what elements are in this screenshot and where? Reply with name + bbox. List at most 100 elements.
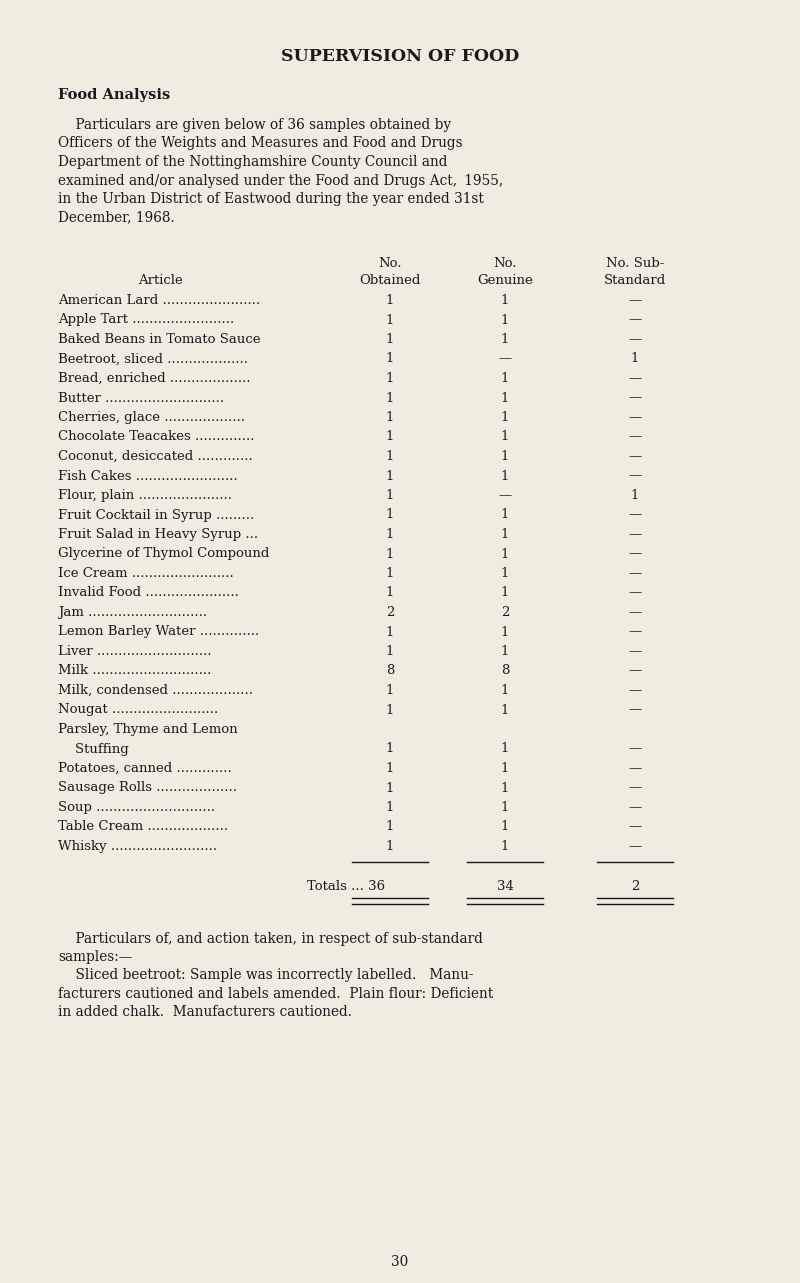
Text: —: —: [628, 743, 642, 756]
Text: 34: 34: [497, 880, 514, 893]
Text: Obtained: Obtained: [359, 275, 421, 287]
Text: 1: 1: [386, 353, 394, 366]
Text: Glycerine of Thymol Compound: Glycerine of Thymol Compound: [58, 548, 270, 561]
Text: Particulars of, and action taken, in respect of sub-standard: Particulars of, and action taken, in res…: [58, 931, 483, 946]
Text: 1: 1: [386, 743, 394, 756]
Text: Butter ............................: Butter ............................: [58, 391, 224, 404]
Text: Sliced beetroot: Sample was incorrectly labelled.   Manu-: Sliced beetroot: Sample was incorrectly …: [58, 969, 474, 983]
Text: —: —: [628, 645, 642, 658]
Text: Article: Article: [138, 275, 182, 287]
Text: Coconut, desiccated .............: Coconut, desiccated .............: [58, 450, 253, 463]
Text: facturers cautioned and labels amended.  Plain flour: Deficient: facturers cautioned and labels amended. …: [58, 987, 494, 1001]
Text: Particulars are given below of 36 samples obtained by: Particulars are given below of 36 sample…: [58, 118, 451, 132]
Text: 1: 1: [501, 411, 509, 423]
Text: —: —: [628, 294, 642, 307]
Text: Fruit Salad in Heavy Syrup ...: Fruit Salad in Heavy Syrup ...: [58, 529, 258, 541]
Text: Table Cream ...................: Table Cream ...................: [58, 821, 228, 834]
Text: 1: 1: [386, 529, 394, 541]
Text: Baked Beans in Tomato Sauce: Baked Beans in Tomato Sauce: [58, 334, 261, 346]
Text: 1: 1: [386, 294, 394, 307]
Text: 1: 1: [386, 431, 394, 444]
Text: —: —: [628, 840, 642, 853]
Text: —: —: [628, 431, 642, 444]
Text: 8: 8: [386, 665, 394, 677]
Text: 1: 1: [386, 645, 394, 658]
Text: 1: 1: [501, 372, 509, 385]
Text: 1: 1: [501, 801, 509, 813]
Text: Chocolate Teacakes ..............: Chocolate Teacakes ..............: [58, 431, 254, 444]
Text: 1: 1: [501, 548, 509, 561]
Text: 1: 1: [501, 762, 509, 775]
Text: 1: 1: [501, 586, 509, 599]
Text: 1: 1: [501, 781, 509, 794]
Text: Fish Cakes ........................: Fish Cakes ........................: [58, 470, 238, 482]
Text: 1: 1: [386, 684, 394, 697]
Text: —: —: [628, 411, 642, 423]
Text: 1: 1: [501, 743, 509, 756]
Text: 1: 1: [386, 840, 394, 853]
Text: No. Sub-: No. Sub-: [606, 257, 664, 269]
Text: Flour, plain ......................: Flour, plain ......................: [58, 489, 232, 502]
Text: —: —: [628, 586, 642, 599]
Text: examined and/or analysed under the Food and Drugs Act,  1955,: examined and/or analysed under the Food …: [58, 173, 503, 187]
Text: —: —: [628, 801, 642, 813]
Text: 2: 2: [386, 606, 394, 618]
Text: 1: 1: [386, 626, 394, 639]
Text: Cherries, glace ...................: Cherries, glace ...................: [58, 411, 245, 423]
Text: —: —: [628, 762, 642, 775]
Text: 1: 1: [501, 391, 509, 404]
Text: 1: 1: [501, 508, 509, 521]
Text: 1: 1: [501, 567, 509, 580]
Text: —: —: [628, 781, 642, 794]
Text: 1: 1: [501, 294, 509, 307]
Text: —: —: [628, 372, 642, 385]
Text: —: —: [628, 548, 642, 561]
Text: 1: 1: [386, 801, 394, 813]
Text: —: —: [628, 313, 642, 326]
Text: 1: 1: [386, 334, 394, 346]
Text: 1: 1: [386, 470, 394, 482]
Text: Food Analysis: Food Analysis: [58, 89, 170, 103]
Text: 1: 1: [386, 450, 394, 463]
Text: 1: 1: [386, 391, 394, 404]
Text: 1: 1: [501, 313, 509, 326]
Text: SUPERVISION OF FOOD: SUPERVISION OF FOOD: [281, 47, 519, 65]
Text: Standard: Standard: [604, 275, 666, 287]
Text: 1: 1: [501, 703, 509, 716]
Text: —: —: [628, 665, 642, 677]
Text: —: —: [628, 470, 642, 482]
Text: 1: 1: [386, 372, 394, 385]
Text: Fruit Cocktail in Syrup .........: Fruit Cocktail in Syrup .........: [58, 508, 254, 521]
Text: 1: 1: [501, 626, 509, 639]
Text: —: —: [628, 450, 642, 463]
Text: —: —: [628, 703, 642, 716]
Text: 1: 1: [501, 821, 509, 834]
Text: 1: 1: [386, 508, 394, 521]
Text: Milk ............................: Milk ............................: [58, 665, 211, 677]
Text: Liver ...........................: Liver ...........................: [58, 645, 212, 658]
Text: —: —: [498, 353, 512, 366]
Text: —: —: [498, 489, 512, 502]
Text: Genuine: Genuine: [477, 275, 533, 287]
Text: 1: 1: [631, 489, 639, 502]
Text: —: —: [628, 529, 642, 541]
Text: in the Urban District of Eastwood during the year ended 31st: in the Urban District of Eastwood during…: [58, 192, 484, 207]
Text: Nougat .........................: Nougat .........................: [58, 703, 218, 716]
Text: Beetroot, sliced ...................: Beetroot, sliced ...................: [58, 353, 248, 366]
Text: —: —: [628, 626, 642, 639]
Text: Ice Cream ........................: Ice Cream ........................: [58, 567, 234, 580]
Text: 1: 1: [501, 684, 509, 697]
Text: 1: 1: [386, 567, 394, 580]
Text: —: —: [628, 508, 642, 521]
Text: Bread, enriched ...................: Bread, enriched ...................: [58, 372, 250, 385]
Text: Invalid Food ......................: Invalid Food ......................: [58, 586, 239, 599]
Text: 1: 1: [386, 411, 394, 423]
Text: 1: 1: [631, 353, 639, 366]
Text: 30: 30: [391, 1255, 409, 1269]
Text: 1: 1: [386, 489, 394, 502]
Text: 1: 1: [386, 781, 394, 794]
Text: 1: 1: [386, 762, 394, 775]
Text: 8: 8: [501, 665, 509, 677]
Text: —: —: [628, 821, 642, 834]
Text: 1: 1: [386, 313, 394, 326]
